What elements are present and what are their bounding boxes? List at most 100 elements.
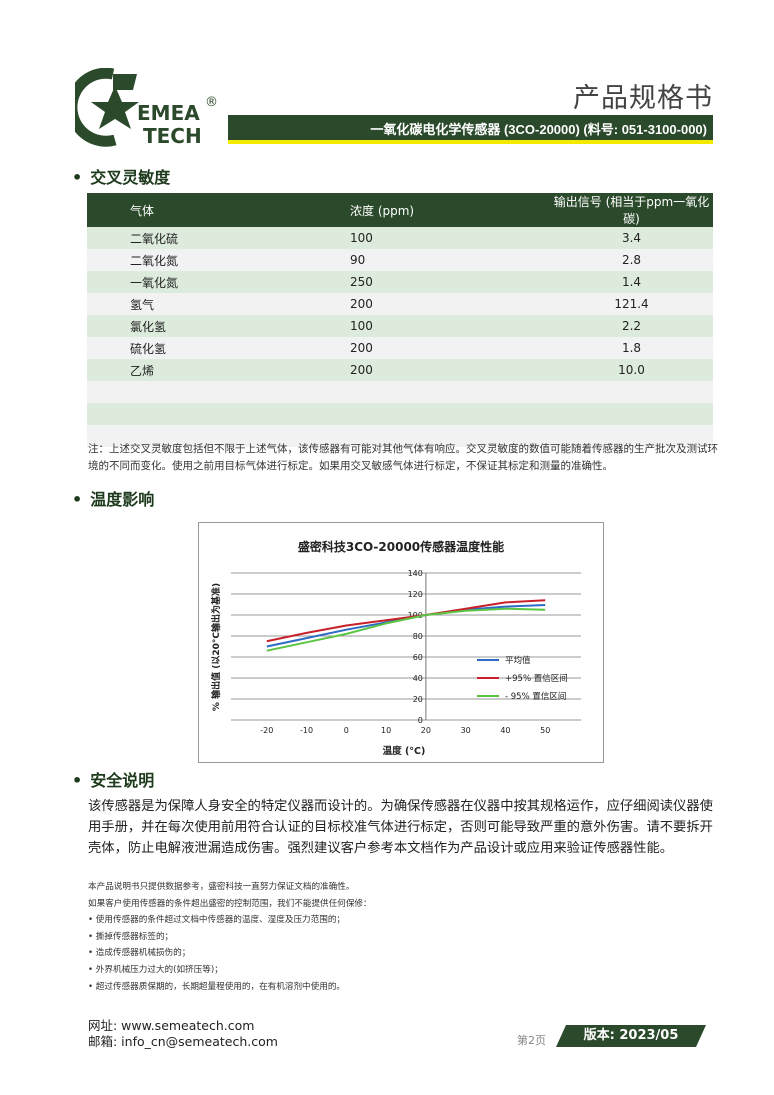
svg-text:EMEA: EMEA	[137, 101, 200, 125]
disclaimer-line: • 使用传感器的条件超过文档中传感器的温度、湿度及压力范围的；	[88, 915, 346, 926]
y-tick-label: 120	[408, 590, 423, 599]
table-cell: 200	[300, 337, 550, 359]
table-cell: 100	[300, 227, 550, 249]
table-row: 氯化氢 100 2.2	[87, 315, 713, 337]
table-cell: 2.8	[550, 249, 713, 271]
table-cell: 2.2	[550, 315, 713, 337]
x-axis-label: 温度 (°C)	[383, 745, 426, 757]
section-title: 温度影响	[90, 490, 155, 509]
x-tick-label: -10	[300, 726, 313, 735]
x-tick-label: 40	[500, 726, 510, 735]
cross-sensitivity-table: 气体 浓度 (ppm) 输出信号 (相当于ppm一氧化碳) 二氧化硫 100 3.4 二氧…	[87, 193, 713, 447]
y-tick-label: 80	[413, 632, 423, 641]
title-bar: 一氧化碳电化学传感器 (3CO-20000) (料号: 051-3100-000…	[228, 115, 713, 140]
table-row: 氢气 200 121.4	[87, 293, 713, 315]
col-header: 气体	[87, 193, 300, 227]
disclaimer-line: • 超过传感器质保期的，长期超量程使用的，在有机溶剂中使用的。	[88, 981, 346, 992]
table-cell: 200	[300, 293, 550, 315]
table-row: 二氧化硫 100 3.4	[87, 227, 713, 249]
page-number: 第2页	[517, 1034, 546, 1047]
section-safety: • 安全说明	[72, 771, 155, 790]
table-row	[87, 403, 713, 425]
version-label: 版本: 2023/05	[583, 1028, 679, 1043]
version-badge: 版本: 2023/05	[556, 1025, 706, 1047]
y-tick-label: 140	[408, 569, 423, 578]
table-row: 一氧化氮 250 1.4	[87, 271, 713, 293]
series-line	[266, 604, 546, 648]
table-cell	[550, 425, 713, 447]
table-row	[87, 381, 713, 403]
table-row: 乙烯 200 10.0	[87, 359, 713, 381]
table-cell	[300, 403, 550, 425]
disclaimer-line: • 造成传感器机械损伤的；	[88, 948, 191, 959]
table-cell: 氯化氢	[87, 315, 300, 337]
disclaimer-line: • 撕掉传感器标签的；	[88, 931, 174, 942]
product-subtitle: 一氧化碳电化学传感器 (3CO-20000) (料号: 051-3100-000…	[370, 122, 707, 137]
table-cell: 氢气	[87, 293, 300, 315]
table-cell: 二氧化硫	[87, 227, 300, 249]
email-link[interactable]: 邮箱: info_cn@semeatech.com	[88, 1034, 278, 1049]
disclaimer-line: 本产品说明书只提供数据参考，盛密科技一直努力保证文档的准确性。	[88, 882, 355, 892]
x-tick-label: 20	[421, 726, 431, 735]
x-tick-label: 10	[381, 726, 391, 735]
section-title: 安全说明	[90, 771, 155, 790]
x-tick-label: 30	[461, 726, 471, 735]
y-axis-label: % 输出值 (以20°C输出为基准)	[210, 583, 222, 711]
website-link[interactable]: 网址: www.semeatech.com	[88, 1018, 255, 1033]
table-row	[87, 425, 713, 447]
table-cell	[550, 381, 713, 403]
y-tick-label: 20	[413, 695, 423, 704]
document-title: 产品规格书	[573, 83, 713, 114]
series-line	[266, 599, 546, 643]
svg-text:®: ®	[205, 95, 218, 110]
svg-text:TECH: TECH	[143, 124, 202, 148]
legend-label: - 95% 置信区间	[505, 691, 566, 702]
disclaimer-line: 如果客户使用传感器的条件超出盛密的控制范围，我们不能提供任何保修：	[88, 898, 372, 909]
table-cell: 二氧化氮	[87, 249, 300, 271]
legend-label: +95% 置信区间	[505, 673, 568, 684]
table-row: 硫化氢 200 1.8	[87, 337, 713, 359]
temperature-chart: 盛密科技3CO-20000传感器温度性能 0 20 40 60 80 100 120 140 -2…	[198, 522, 604, 763]
x-tick-label: -20	[260, 726, 273, 735]
table-cell: 121.4	[550, 293, 713, 315]
table-cell: 1.4	[550, 271, 713, 293]
safety-text: 该传感器是为保障人身安全的特定仪器而设计的。为确保传感器在仪器中按其规格运作，应…	[88, 799, 713, 856]
accent-line	[228, 140, 713, 144]
x-tick-label: 0	[344, 726, 349, 735]
disclaimer-line: • 外界机械压力过大的(如挤压等)；	[88, 964, 223, 975]
table-cell: 90	[300, 249, 550, 271]
cross-sensitivity-note: 注：上述交叉灵敏度包括但不限于上述气体，该传感器有可能对其他气体有响应。交叉灵敏…	[88, 443, 718, 472]
table-cell: 硫化氢	[87, 337, 300, 359]
x-tick-label: 50	[540, 726, 550, 735]
section-cross-sensitivity: • 交叉灵敏度	[72, 168, 171, 187]
col-header: 输出信号 (相当于ppm一氧化碳)	[550, 193, 713, 227]
y-tick-label: 0	[418, 716, 423, 725]
table-cell	[87, 403, 300, 425]
table-cell	[300, 381, 550, 403]
disclaimer: 本产品说明书只提供数据参考，盛密科技一直努力保证文档的准确性。 如果客户使用传感…	[88, 879, 372, 995]
semeatech-logo: EMEA TECH ®	[75, 68, 218, 148]
table-cell	[550, 403, 713, 425]
series-line	[266, 607, 546, 652]
table-cell: 100	[300, 315, 550, 337]
legend-label: 平均值	[505, 655, 531, 666]
table-cell	[87, 381, 300, 403]
table-row: 二氧化氮 90 2.8	[87, 249, 713, 271]
y-tick-label: 40	[413, 674, 423, 683]
chart-title: 盛密科技3CO-20000传感器温度性能	[298, 539, 504, 554]
table-cell: 200	[300, 359, 550, 381]
table-cell	[300, 425, 550, 447]
table-cell	[87, 425, 300, 447]
chart-svg: 盛密科技3CO-20000传感器温度性能020406080100120140-2…	[210, 539, 581, 757]
table-cell: 乙烯	[87, 359, 300, 381]
section-temperature: • 温度影响	[72, 490, 155, 509]
table-cell: 1.8	[550, 337, 713, 359]
table-cell: 10.0	[550, 359, 713, 381]
table-cell: 3.4	[550, 227, 713, 249]
section-title: 交叉灵敏度	[90, 168, 171, 187]
col-header: 浓度 (ppm)	[300, 193, 550, 227]
footer-contact: 网址: www.semeatech.com 邮箱: info_cn@semeat…	[88, 1018, 278, 1050]
table-cell: 250	[300, 271, 550, 293]
table-cell: 一氧化氮	[87, 271, 300, 293]
